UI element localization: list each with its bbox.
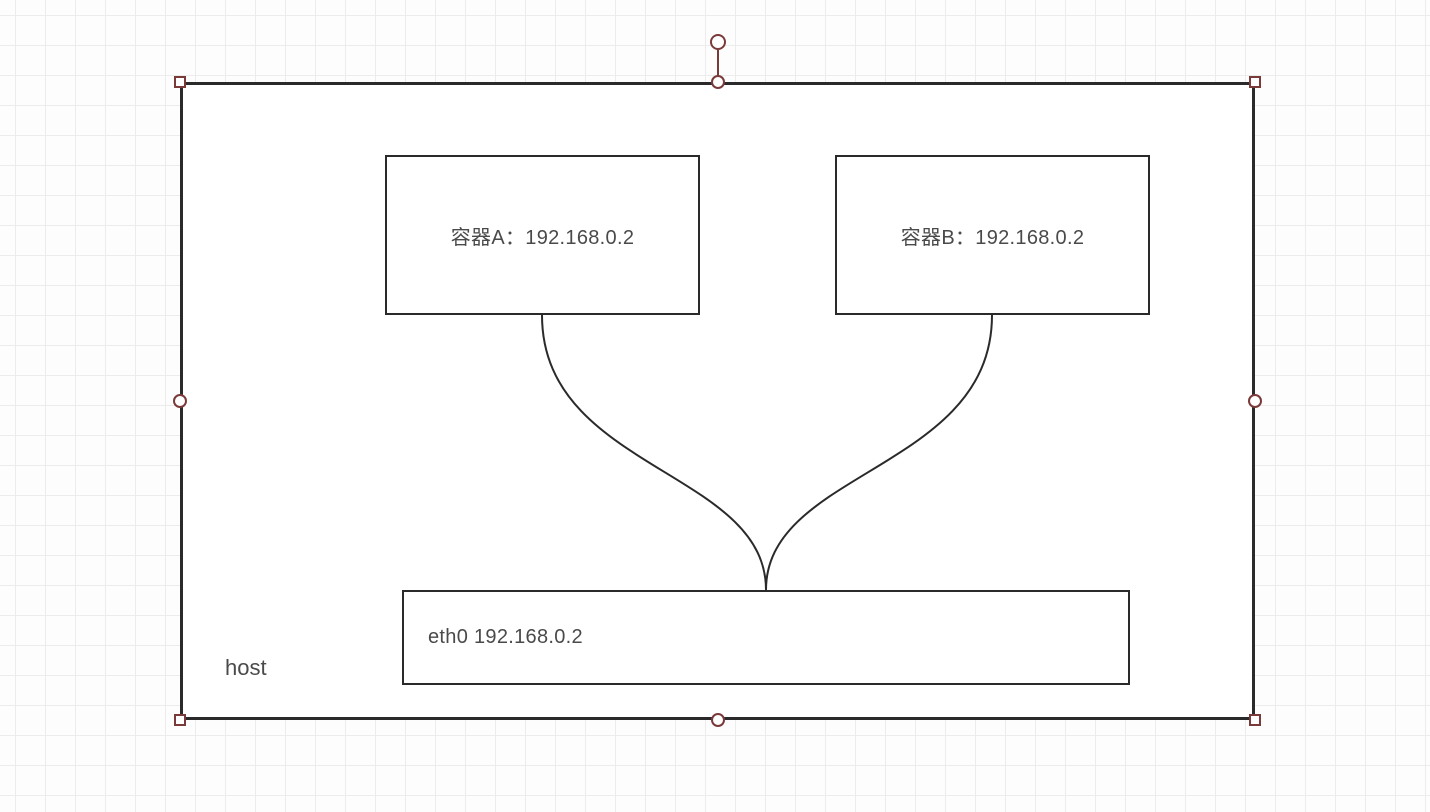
selection-handle-top-right[interactable] — [1249, 76, 1261, 88]
container-a-box[interactable]: 容器A：192.168.0.2 — [385, 155, 700, 315]
container-b-label: 容器B：192.168.0.2 — [901, 221, 1085, 250]
container-a-label: 容器A：192.168.0.2 — [451, 221, 635, 250]
host-label: host — [225, 655, 267, 681]
eth0-box[interactable]: eth0 192.168.0.2 — [402, 590, 1130, 685]
eth0-label: eth0 192.168.0.2 — [428, 626, 583, 649]
selection-handle-bottom-mid[interactable] — [711, 713, 725, 727]
selection-handle-bottom-left[interactable] — [174, 714, 186, 726]
selection-handle-right-mid[interactable] — [1248, 394, 1262, 408]
selection-handle-top-left[interactable] — [174, 76, 186, 88]
rotation-handle[interactable] — [710, 34, 726, 50]
container-b-box[interactable]: 容器B：192.168.0.2 — [835, 155, 1150, 315]
selection-handle-top-mid[interactable] — [711, 75, 725, 89]
diagram-canvas[interactable]: 容器A：192.168.0.2 容器B：192.168.0.2 eth0 192… — [0, 0, 1430, 812]
selection-handle-left-mid[interactable] — [173, 394, 187, 408]
selection-handle-bottom-right[interactable] — [1249, 714, 1261, 726]
